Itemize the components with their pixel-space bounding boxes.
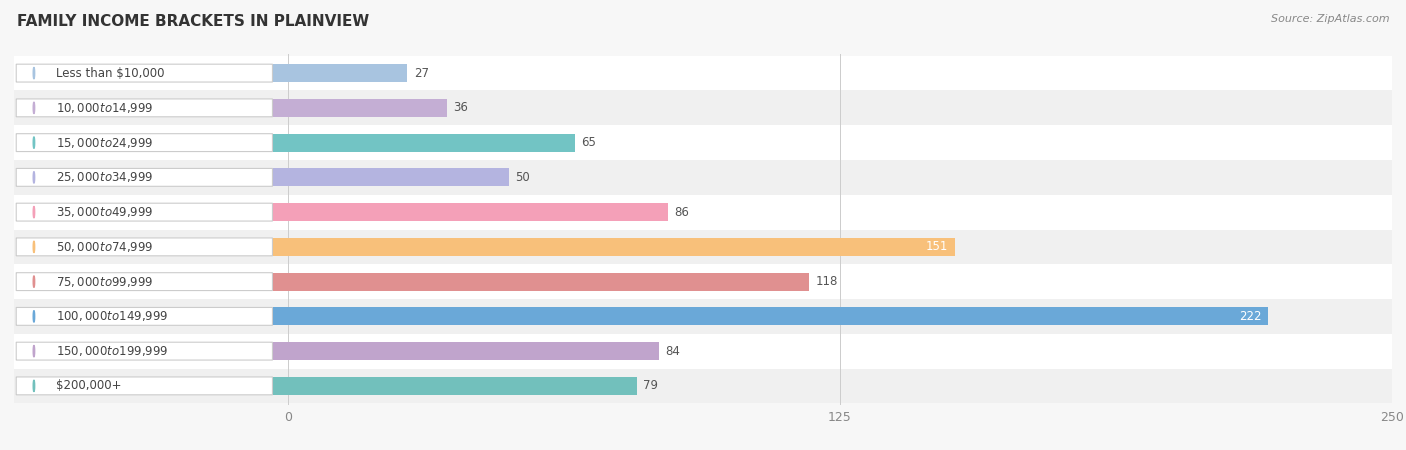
Text: 27: 27 bbox=[413, 67, 429, 80]
FancyBboxPatch shape bbox=[14, 230, 1392, 264]
Circle shape bbox=[34, 68, 35, 79]
FancyBboxPatch shape bbox=[17, 342, 273, 360]
Bar bbox=[270, 64, 408, 82]
FancyBboxPatch shape bbox=[14, 90, 1392, 125]
Bar bbox=[270, 134, 575, 152]
Text: $15,000 to $24,999: $15,000 to $24,999 bbox=[56, 135, 153, 149]
Text: 222: 222 bbox=[1239, 310, 1261, 323]
Circle shape bbox=[34, 345, 35, 357]
Text: 79: 79 bbox=[644, 379, 658, 392]
Text: $100,000 to $149,999: $100,000 to $149,999 bbox=[56, 310, 169, 324]
Circle shape bbox=[34, 137, 35, 148]
Bar bbox=[270, 168, 509, 186]
FancyBboxPatch shape bbox=[17, 238, 273, 256]
Circle shape bbox=[34, 241, 35, 252]
FancyBboxPatch shape bbox=[17, 99, 273, 117]
FancyBboxPatch shape bbox=[17, 134, 273, 152]
Text: $75,000 to $99,999: $75,000 to $99,999 bbox=[56, 274, 153, 288]
Text: $25,000 to $34,999: $25,000 to $34,999 bbox=[56, 171, 153, 184]
Bar bbox=[270, 273, 808, 291]
Text: $10,000 to $14,999: $10,000 to $14,999 bbox=[56, 101, 153, 115]
Text: 118: 118 bbox=[815, 275, 838, 288]
Text: 86: 86 bbox=[675, 206, 689, 219]
FancyBboxPatch shape bbox=[17, 64, 273, 82]
Circle shape bbox=[34, 380, 35, 392]
FancyBboxPatch shape bbox=[17, 377, 273, 395]
FancyBboxPatch shape bbox=[17, 168, 273, 186]
Text: Less than $10,000: Less than $10,000 bbox=[56, 67, 165, 80]
Text: 36: 36 bbox=[454, 101, 468, 114]
Bar bbox=[270, 203, 668, 221]
Text: 65: 65 bbox=[582, 136, 596, 149]
Text: Source: ZipAtlas.com: Source: ZipAtlas.com bbox=[1271, 14, 1389, 23]
Circle shape bbox=[34, 310, 35, 322]
Text: $200,000+: $200,000+ bbox=[56, 379, 121, 392]
FancyBboxPatch shape bbox=[14, 195, 1392, 230]
FancyBboxPatch shape bbox=[17, 273, 273, 291]
FancyBboxPatch shape bbox=[14, 299, 1392, 334]
Text: 50: 50 bbox=[516, 171, 530, 184]
Circle shape bbox=[34, 102, 35, 114]
Bar bbox=[270, 99, 447, 117]
FancyBboxPatch shape bbox=[14, 334, 1392, 369]
Text: 151: 151 bbox=[925, 240, 948, 253]
Bar bbox=[270, 377, 637, 395]
Bar bbox=[270, 307, 1268, 325]
Text: FAMILY INCOME BRACKETS IN PLAINVIEW: FAMILY INCOME BRACKETS IN PLAINVIEW bbox=[17, 14, 370, 28]
FancyBboxPatch shape bbox=[17, 307, 273, 325]
FancyBboxPatch shape bbox=[14, 160, 1392, 195]
FancyBboxPatch shape bbox=[14, 56, 1392, 90]
FancyBboxPatch shape bbox=[17, 203, 273, 221]
FancyBboxPatch shape bbox=[14, 369, 1392, 403]
Circle shape bbox=[34, 207, 35, 218]
FancyBboxPatch shape bbox=[14, 125, 1392, 160]
Text: $50,000 to $74,999: $50,000 to $74,999 bbox=[56, 240, 153, 254]
Bar bbox=[270, 342, 659, 360]
Bar bbox=[270, 238, 955, 256]
Circle shape bbox=[34, 171, 35, 183]
FancyBboxPatch shape bbox=[14, 264, 1392, 299]
Circle shape bbox=[34, 276, 35, 288]
Text: $150,000 to $199,999: $150,000 to $199,999 bbox=[56, 344, 169, 358]
Text: $35,000 to $49,999: $35,000 to $49,999 bbox=[56, 205, 153, 219]
Text: 84: 84 bbox=[665, 345, 681, 358]
